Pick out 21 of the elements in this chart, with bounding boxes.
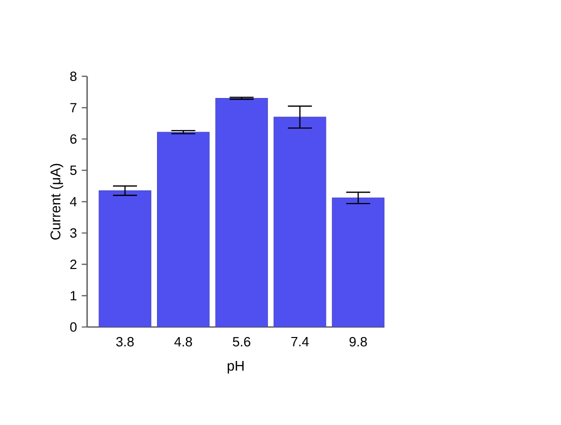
bar — [215, 98, 268, 327]
y-tick-label: 0 — [70, 322, 77, 332]
y-tick-label: 3 — [70, 228, 76, 238]
y-tick-label: 5 — [70, 166, 77, 175]
bar — [274, 116, 326, 327]
y-tick-label: 6 — [70, 134, 76, 144]
y-tick-label: 2 — [70, 260, 76, 269]
bar — [157, 132, 210, 327]
x-tick-label: 7.4 — [291, 337, 309, 346]
y-tick-label: 7 — [70, 103, 76, 112]
x-axis-title: pH — [228, 360, 244, 374]
x-tick-label: 9.8 — [350, 337, 367, 346]
y-axis-title: Current (μA) — [50, 164, 64, 240]
x-tick-label: 5.6 — [232, 337, 250, 346]
y-tick-label: 1 — [70, 291, 76, 300]
x-tick-label: 3.8 — [116, 337, 134, 346]
x-tick-label: 4.8 — [174, 337, 192, 346]
y-tick-label: 8 — [70, 72, 76, 82]
bar — [98, 190, 152, 327]
bar — [332, 198, 384, 327]
y-tick-label: 4 — [70, 197, 77, 206]
